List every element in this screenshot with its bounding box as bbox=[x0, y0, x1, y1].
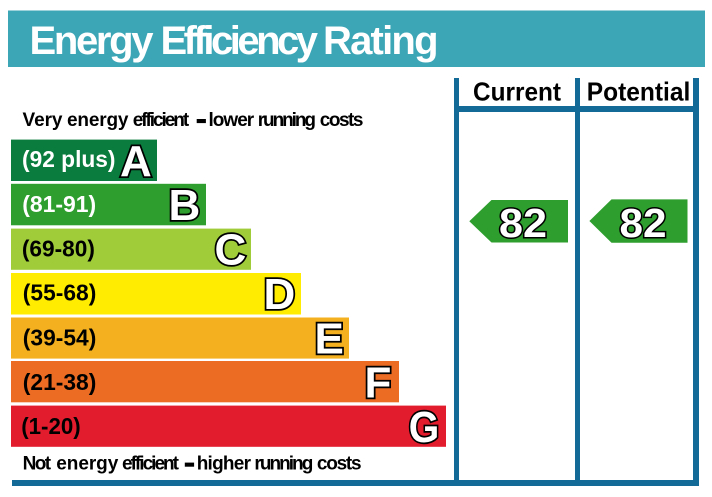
svg-text:(1-20): (1-20) bbox=[21, 413, 80, 439]
svg-text:E: E bbox=[315, 314, 344, 363]
svg-text:efficient: efficient bbox=[133, 110, 190, 131]
svg-text:higher: higher bbox=[197, 454, 252, 475]
svg-text:(55-68): (55-68) bbox=[23, 280, 97, 306]
svg-text:energy: energy bbox=[67, 110, 129, 131]
svg-text:B: B bbox=[169, 181, 201, 230]
svg-text:(39-54): (39-54) bbox=[23, 325, 97, 351]
svg-text:D: D bbox=[264, 270, 296, 319]
svg-text:(92 plus): (92 plus) bbox=[22, 146, 116, 172]
svg-text:Not: Not bbox=[23, 454, 52, 475]
svg-text:Efficiency: Efficiency bbox=[161, 19, 319, 63]
svg-text:C: C bbox=[215, 226, 247, 275]
svg-text:energy: energy bbox=[56, 454, 118, 475]
svg-text:Rating: Rating bbox=[323, 19, 439, 63]
svg-text:lower: lower bbox=[209, 110, 255, 131]
svg-text:running: running bbox=[254, 454, 313, 475]
svg-text:Potential: Potential bbox=[587, 77, 691, 107]
svg-text:G: G bbox=[409, 403, 440, 452]
svg-text:costs: costs bbox=[320, 110, 364, 131]
svg-text:Current: Current bbox=[473, 77, 561, 107]
svg-text:running: running bbox=[258, 110, 316, 131]
svg-text:Very: Very bbox=[23, 110, 63, 131]
svg-text:(21-38): (21-38) bbox=[23, 369, 97, 395]
svg-text:82: 82 bbox=[499, 200, 547, 246]
svg-text:efficient: efficient bbox=[122, 454, 180, 475]
svg-text:(81-91): (81-91) bbox=[22, 191, 96, 217]
svg-text:A: A bbox=[120, 137, 152, 186]
svg-text:costs: costs bbox=[317, 454, 362, 475]
svg-text:82: 82 bbox=[620, 200, 667, 246]
svg-text:(69-80): (69-80) bbox=[22, 236, 95, 262]
svg-text:Energy: Energy bbox=[30, 19, 155, 63]
svg-text:F: F bbox=[365, 359, 392, 408]
